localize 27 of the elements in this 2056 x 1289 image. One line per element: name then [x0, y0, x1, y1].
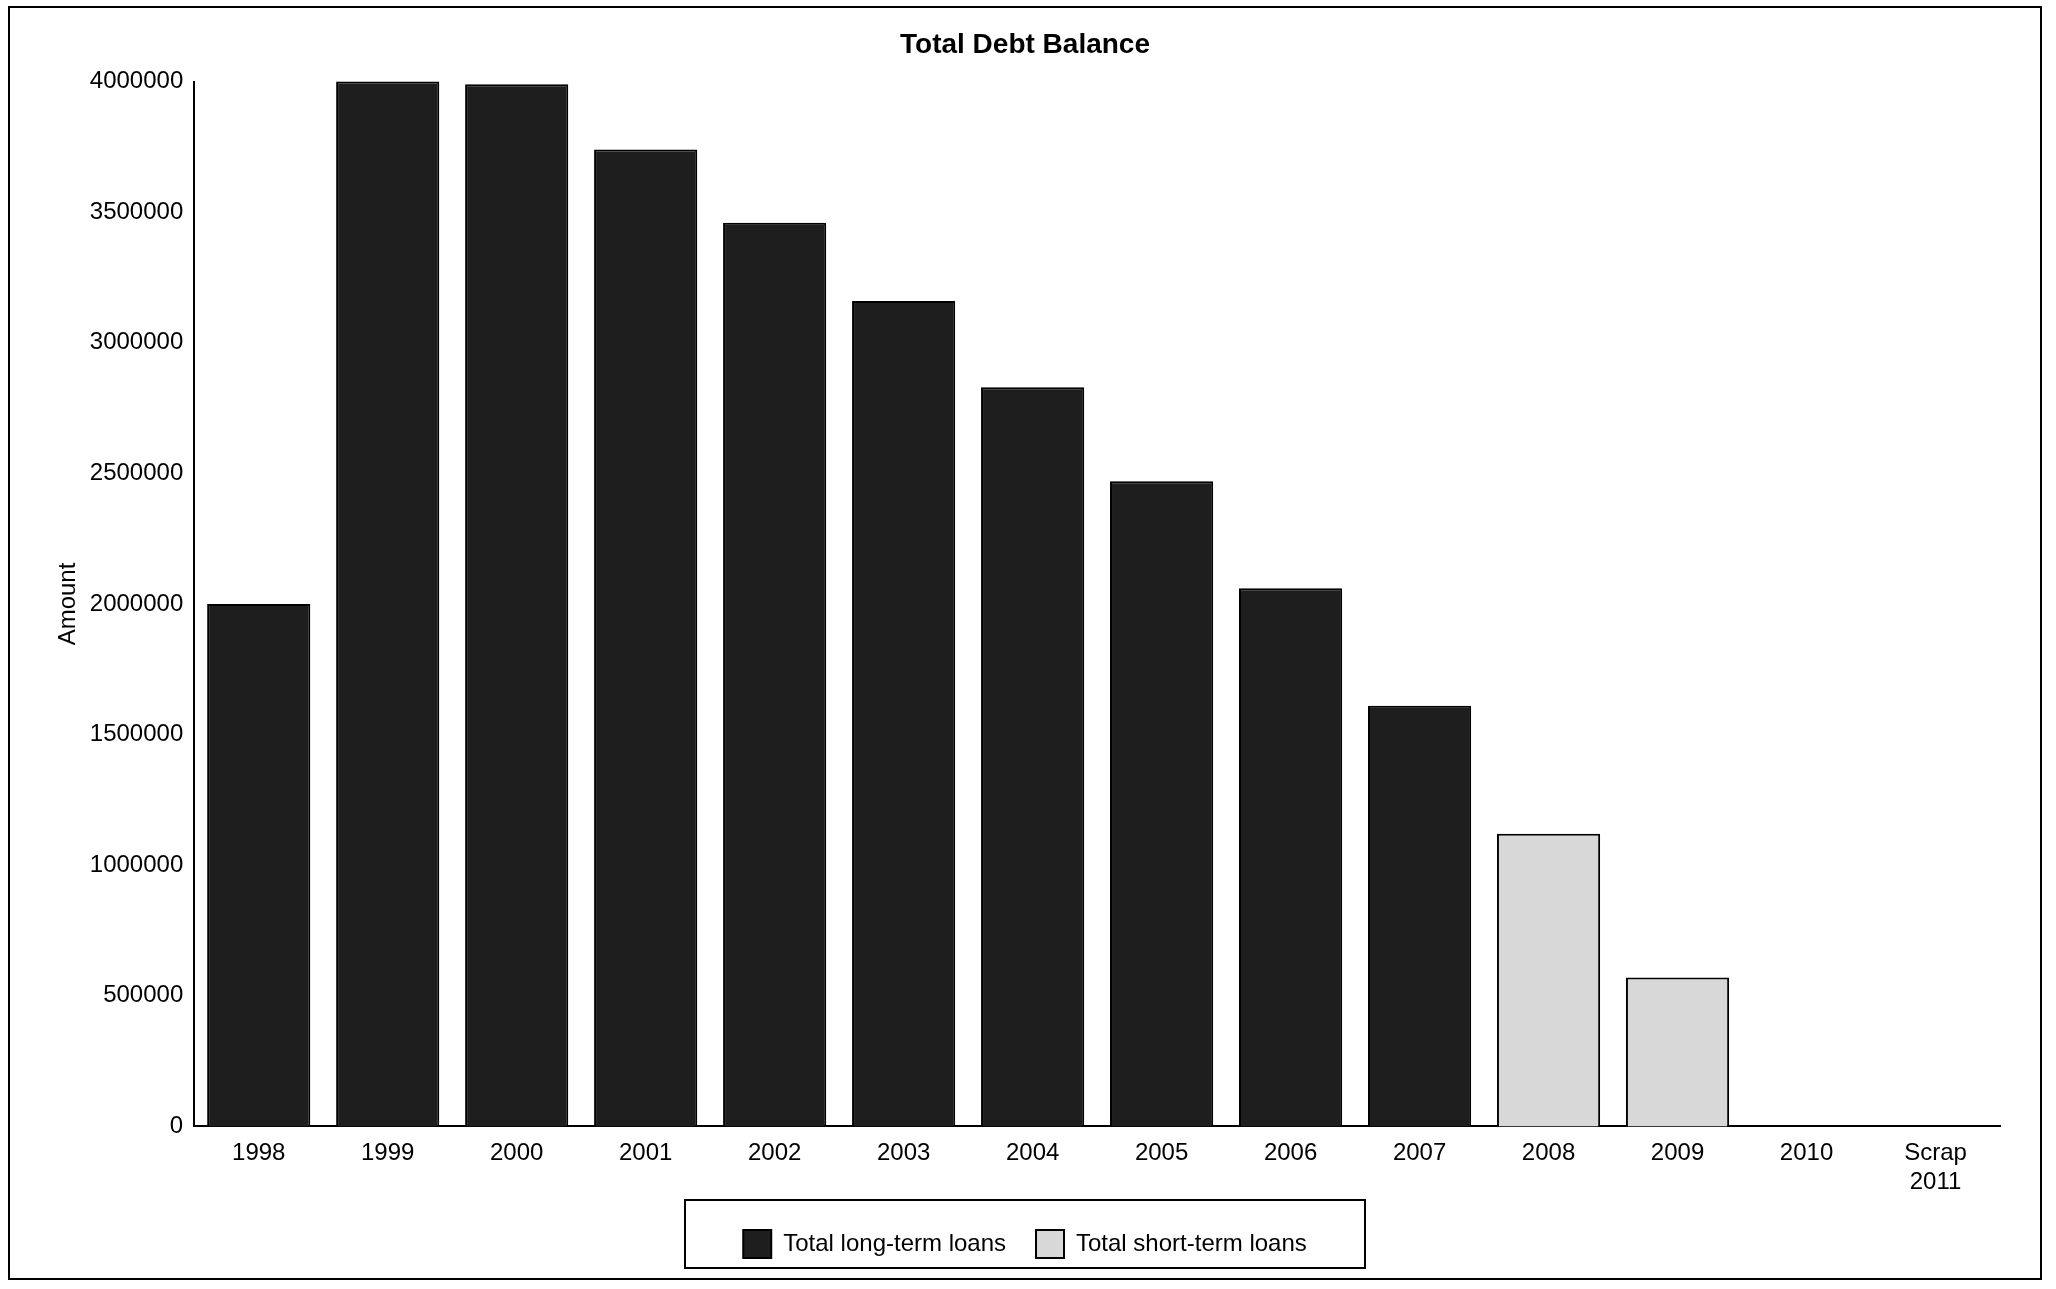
- y-tick-label: 1000000: [89, 849, 184, 877]
- x-tick-label: 2006: [1263, 1138, 1318, 1166]
- x-tick-label: 1999: [361, 1138, 415, 1166]
- y-tick-label: 1500000: [89, 719, 184, 747]
- x-tick-label: 2001: [618, 1138, 673, 1166]
- y-axis-title: Amount: [53, 562, 81, 646]
- chart-title: Total Debt Balance: [900, 27, 1150, 59]
- x-tick-label: 2003: [876, 1138, 931, 1166]
- y-tick-label: 4000000: [89, 66, 184, 94]
- y-tick-label: 2000000: [89, 588, 184, 616]
- y-tick-label: 2500000: [89, 458, 184, 486]
- x-tick-label: 2007: [1392, 1138, 1447, 1166]
- y-tick-label: 3000000: [89, 327, 184, 355]
- x-tick-label: 2010: [1779, 1138, 1834, 1166]
- x-tick-label: 2008: [1521, 1138, 1576, 1166]
- x-tick-label: 2009: [1650, 1138, 1705, 1166]
- y-tick-label: 0: [169, 1111, 184, 1139]
- legend-label: Total short-term loans: [1076, 1228, 1307, 1256]
- y-tick-label: 500000: [103, 980, 184, 1008]
- x-tick-label: 1998: [232, 1138, 286, 1166]
- y-tick-label: 3500000: [89, 196, 184, 224]
- legend-label: Total long-term loans: [783, 1228, 1007, 1256]
- x-tick-label: 2004: [1005, 1138, 1060, 1166]
- x-tick-label: 2005: [1134, 1138, 1189, 1166]
- x-tick-label: 2002: [747, 1138, 802, 1166]
- x-tick-label: Scrap 2011: [1904, 1138, 1967, 1195]
- x-tick-label: 2000: [490, 1138, 544, 1166]
